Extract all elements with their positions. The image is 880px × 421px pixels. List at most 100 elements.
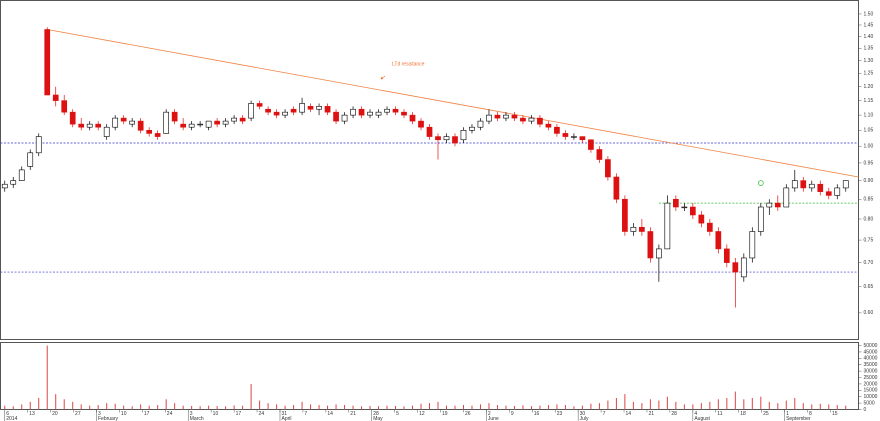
candle-body	[749, 231, 756, 259]
candle-body	[95, 123, 102, 128]
y-tick-label: 1.35	[864, 46, 874, 52]
month-label: March	[190, 416, 204, 421]
price-pane	[0, 0, 859, 340]
candle-body	[723, 248, 730, 263]
candle-body	[401, 111, 407, 116]
candle-body	[469, 126, 475, 131]
candle-body	[248, 103, 254, 119]
candle-body	[596, 149, 603, 160]
x-tick-label: 11	[717, 411, 722, 417]
candle-body	[664, 202, 671, 250]
volume-tick-label: 0	[864, 407, 867, 413]
x-tick-label: 26	[465, 411, 471, 417]
y-tick-label: 1.20	[864, 84, 874, 90]
x-tick-label: 2	[488, 411, 491, 417]
candle-body	[367, 111, 373, 116]
candle-body	[656, 248, 662, 259]
candle-body	[290, 108, 297, 113]
candle-body	[511, 114, 518, 119]
candle-body	[689, 206, 696, 216]
candle-body	[350, 108, 356, 116]
candle-body	[137, 120, 144, 131]
candle-body	[681, 206, 688, 209]
candle-body	[69, 111, 76, 125]
candle-body	[120, 117, 127, 122]
volume-tick-label: 30000	[864, 368, 878, 374]
x-tick-label: 5	[396, 411, 399, 417]
candle-body	[673, 198, 679, 208]
candle-body	[452, 136, 458, 144]
y-tick-label: 1.30	[864, 58, 874, 64]
candle-body	[78, 123, 85, 128]
candle-body	[503, 114, 509, 119]
candle-body	[384, 108, 390, 113]
candle-body	[214, 120, 220, 125]
candle-body	[842, 180, 849, 189]
candle-body	[256, 103, 263, 107]
x-tick-label: 17	[144, 411, 150, 417]
y-tick-label: 1.10	[864, 112, 874, 118]
candle-body	[834, 187, 841, 196]
candle-body	[647, 231, 654, 259]
candle-body	[316, 106, 322, 110]
candle-body	[341, 114, 348, 122]
candle-body	[52, 94, 59, 101]
x-tick-label: 14	[327, 411, 333, 417]
candle-body	[477, 120, 484, 128]
volume-tick-label: 35000	[864, 362, 878, 368]
candle-body	[740, 257, 747, 278]
volume-tick-label: 45000	[864, 349, 878, 355]
x-tick-label: 24	[167, 411, 173, 417]
x-tick-label: 18	[740, 411, 746, 417]
candle-body	[205, 120, 212, 128]
x-tick-label: 14	[626, 411, 632, 417]
y-tick-label: 1.40	[864, 34, 874, 40]
candle-body	[222, 120, 229, 125]
x-tick-label: 1	[786, 411, 789, 417]
x-tick-label: 28	[671, 411, 677, 417]
candle-body	[265, 108, 271, 113]
volume-tick-label: 5000	[864, 400, 875, 406]
candle-body	[44, 29, 51, 96]
candle-body	[698, 214, 705, 224]
x-tick-label: 13	[29, 411, 35, 417]
candle-body	[231, 117, 237, 122]
x-tick-label: 7	[603, 411, 606, 417]
y-tick-label: 0.85	[864, 197, 874, 203]
candle-body	[528, 117, 535, 122]
y-tick-label: 0.70	[864, 260, 874, 266]
y-tick-label: 1.05	[864, 128, 874, 134]
x-tick-label: 21	[350, 411, 356, 417]
candle-body	[791, 180, 798, 189]
marker	[757, 180, 764, 186]
x-tick-label: 15	[832, 411, 838, 417]
volume-tick-label: 15000	[864, 388, 878, 394]
month-label: September	[786, 416, 811, 421]
candle-body	[783, 187, 790, 208]
candle-body	[639, 226, 645, 232]
x-tick-label: 23	[557, 411, 563, 417]
candle-body	[171, 111, 178, 122]
x-tick-label: 10	[121, 411, 127, 417]
annotation-arrow	[380, 75, 386, 80]
candle-body	[443, 136, 450, 141]
candle-body	[61, 100, 68, 113]
x-tick-label: 20	[52, 411, 58, 417]
candle-body	[766, 202, 773, 208]
x-tick-label: 19	[442, 411, 448, 417]
x-tick-label: 9	[511, 411, 514, 417]
candle-body	[460, 129, 467, 141]
x-tick-label: 4	[694, 411, 697, 417]
candle-body	[494, 114, 501, 119]
x-tick-label: 3	[190, 411, 193, 417]
x-tick-label: 27	[75, 411, 81, 417]
candle-body	[282, 111, 288, 116]
x-tick-label: 6	[6, 411, 9, 417]
candle-body	[103, 126, 110, 137]
month-label: August	[694, 416, 710, 421]
month-label: 2014	[6, 416, 17, 421]
candle-body	[333, 111, 339, 122]
candle-body	[757, 206, 764, 232]
candle-body	[571, 136, 577, 138]
